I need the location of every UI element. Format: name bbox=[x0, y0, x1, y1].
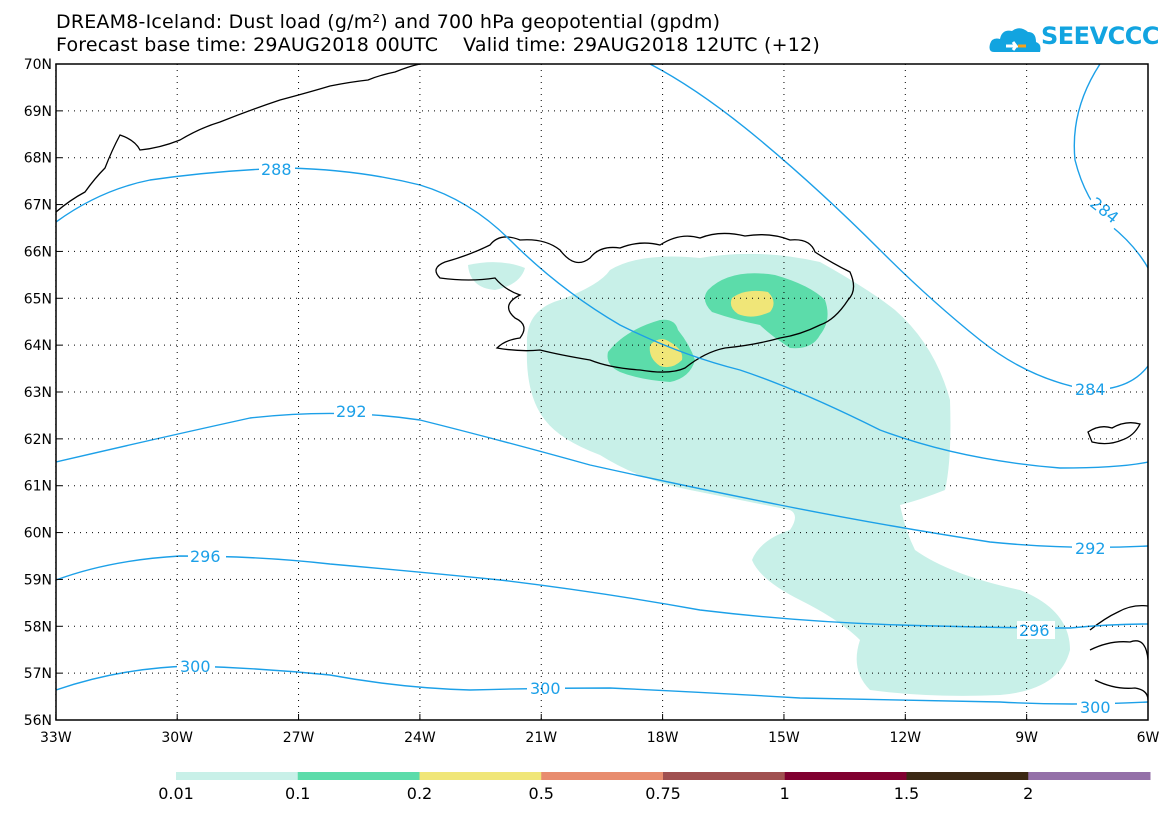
lat-label: 63N bbox=[24, 385, 52, 401]
contour-label-300-east: 300 bbox=[1080, 698, 1111, 717]
colorbar-segment bbox=[784, 772, 907, 780]
contour-label-296-west: 296 bbox=[190, 547, 221, 566]
contour-label-292-west: 292 bbox=[336, 402, 367, 421]
colorbar-segment bbox=[176, 772, 299, 780]
lon-label: 6W bbox=[1137, 730, 1160, 746]
latitude-labels: 70N 69N 68N 67N 66N 65N 64N 63N 62N 61N 60N 59N 58N 5… bbox=[24, 57, 52, 729]
seevccc-logo bbox=[989, 28, 1041, 52]
lat-label: 69N bbox=[24, 104, 52, 120]
contour-label-296-east: 296 bbox=[1019, 621, 1050, 640]
scotland-coast bbox=[1089, 604, 1148, 701]
contour-label-300-west: 300 bbox=[180, 657, 211, 676]
colorbar-label: 2 bbox=[1023, 784, 1034, 803]
contour-288 bbox=[56, 167, 1148, 469]
contour-292 bbox=[56, 412, 1148, 549]
lat-label: 56N bbox=[24, 713, 52, 729]
lon-label: 27W bbox=[283, 730, 315, 746]
colorbar-label: 1.5 bbox=[893, 784, 920, 803]
contour-label-300-center: 300 bbox=[530, 679, 561, 698]
iceland-coast bbox=[435, 232, 855, 373]
colorbar-label: 0.2 bbox=[406, 784, 433, 803]
coastlines bbox=[56, 64, 1148, 701]
contour-284-east bbox=[1073, 64, 1148, 269]
map-frame bbox=[55, 63, 1149, 721]
colorbar-label: 0.5 bbox=[528, 784, 554, 803]
colorbar-segment bbox=[1028, 772, 1151, 780]
lat-label: 67N bbox=[24, 198, 52, 214]
colorbar-segment bbox=[419, 772, 542, 780]
dust-area-high-east bbox=[730, 290, 774, 317]
lat-label: 59N bbox=[24, 572, 52, 588]
dust-area-high-south bbox=[649, 339, 683, 368]
lat-label: 68N bbox=[24, 151, 52, 167]
colorbar-label: 1 bbox=[779, 784, 790, 803]
greenland-coast bbox=[56, 64, 421, 213]
colorbar-label: 0.75 bbox=[645, 784, 681, 803]
contour-label-288: 288 bbox=[261, 160, 292, 179]
colorbar-segment bbox=[906, 772, 1029, 780]
contour-label-284-south: 284 bbox=[1075, 380, 1106, 399]
lat-label: 62N bbox=[24, 432, 52, 448]
lon-label: 15W bbox=[768, 730, 800, 746]
lon-label: 18W bbox=[647, 730, 679, 746]
lat-label: 64N bbox=[24, 338, 52, 354]
lat-label: 60N bbox=[24, 526, 52, 542]
map-title: DREAM8-Iceland: Dust load (g/m²) and 700… bbox=[56, 11, 721, 33]
colorbar bbox=[176, 772, 1151, 780]
map-subtitle: Forecast base time: 29AUG2018 00UTC Vali… bbox=[56, 34, 820, 56]
faroe-coast bbox=[1087, 422, 1141, 445]
lat-label: 58N bbox=[24, 619, 52, 635]
lat-label: 70N bbox=[24, 57, 52, 73]
lat-label: 65N bbox=[24, 291, 52, 307]
longitude-labels: 33W 30W 27W 24W 21W 18W 15W 12W 9W 6W bbox=[40, 730, 1160, 746]
lon-label: 21W bbox=[525, 730, 557, 746]
lon-label: 24W bbox=[404, 730, 436, 746]
lon-label: 9W bbox=[1015, 730, 1038, 746]
contour-label-292-east: 292 bbox=[1075, 539, 1106, 558]
colorbar-segment bbox=[541, 772, 664, 780]
lat-label: 61N bbox=[24, 479, 52, 495]
contour-labels: 288 284 284 292 292 296 296 300 300 300 bbox=[177, 160, 1126, 717]
lon-label: 30W bbox=[161, 730, 193, 746]
dust-area-low-west bbox=[468, 262, 525, 290]
lon-label: 12W bbox=[889, 730, 921, 746]
logo-text: SEEVCCC bbox=[1041, 22, 1160, 50]
colorbar-segment bbox=[297, 772, 420, 780]
contour-300 bbox=[56, 665, 1148, 705]
colorbar-label: 0.1 bbox=[285, 784, 311, 803]
lat-label: 57N bbox=[24, 666, 52, 682]
colorbar-label: 0.01 bbox=[158, 784, 194, 803]
lon-label: 33W bbox=[40, 730, 72, 746]
colorbar-segment bbox=[663, 772, 786, 780]
lat-label: 66N bbox=[24, 244, 52, 260]
